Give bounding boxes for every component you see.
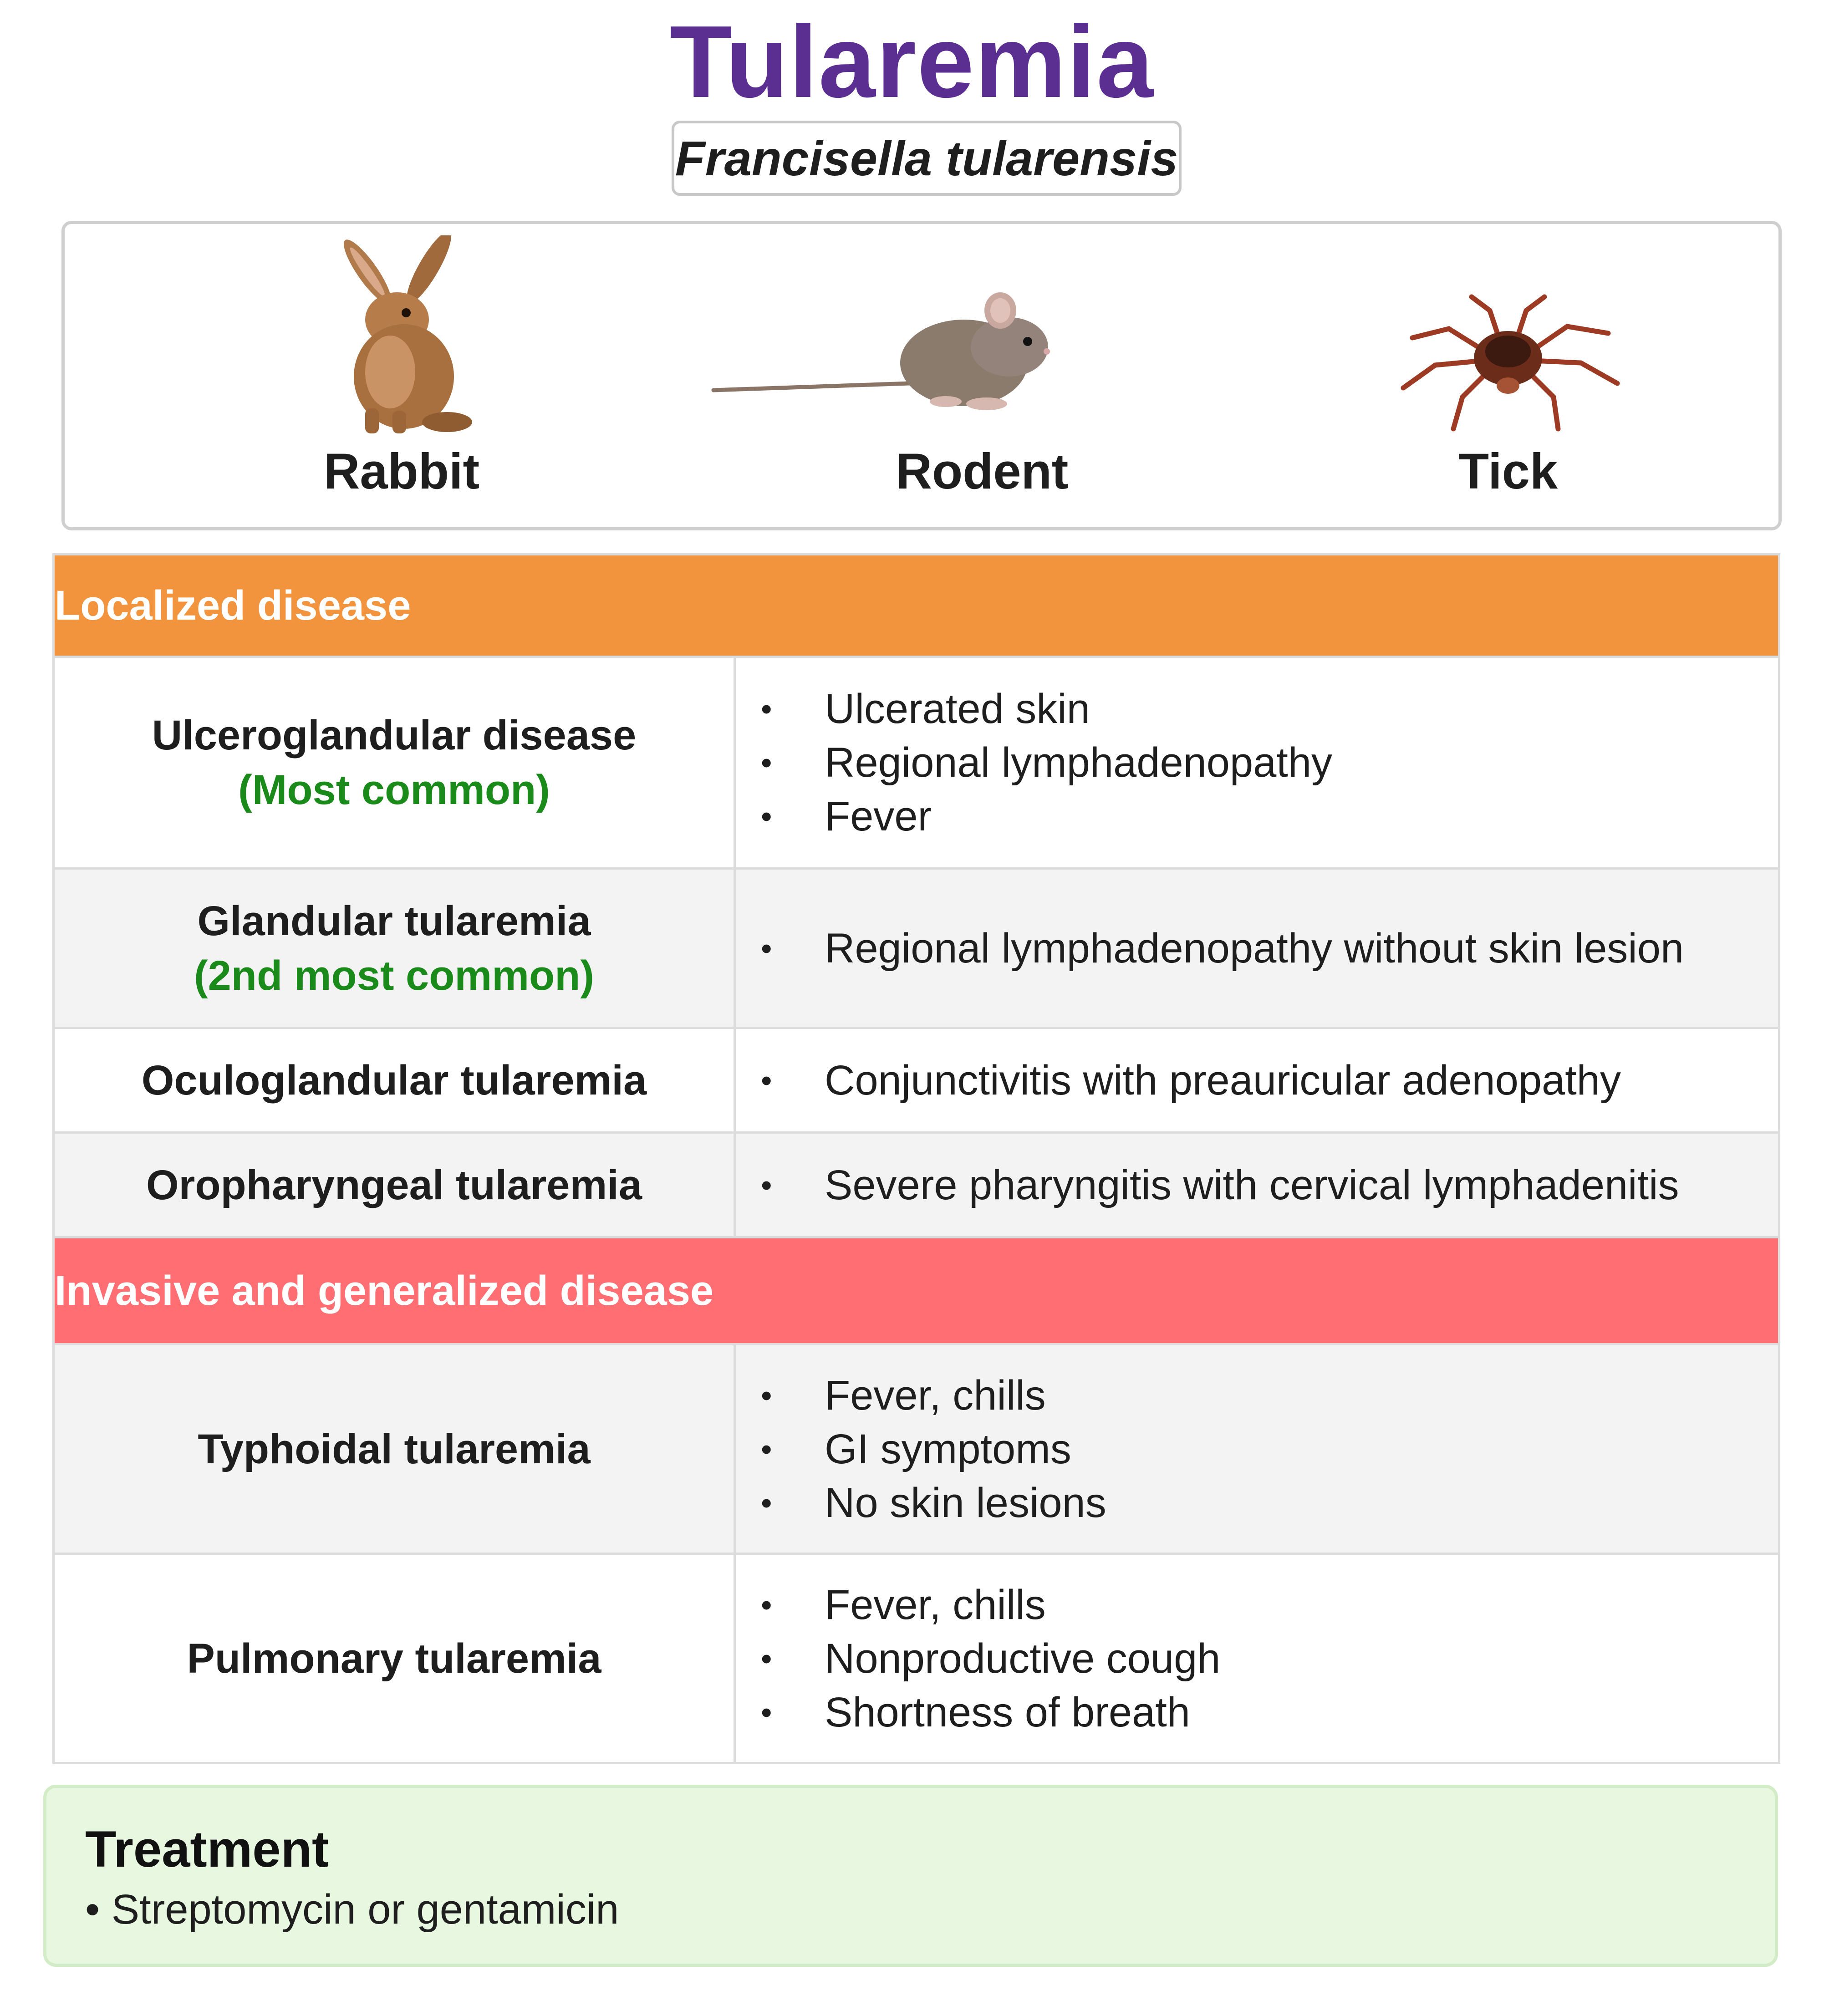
animal-label: Rodent [896,443,1069,499]
disease-name-cell: Oropharyngeal tularemia [52,1131,736,1238]
mouse-image [711,292,1050,410]
symptoms-cell: Regional lymphadenopathy without skin le… [733,867,1781,1029]
disease-name-cell: Glandular tularemia (2nd most common) [52,867,736,1029]
treatment-text: Streptomycin or gentamicin [111,1886,619,1933]
list-item: Shortness of breath [761,1685,1778,1739]
section-label: Invasive and generalized disease [52,1236,1781,1345]
disease-name: Glandular tularemia [197,897,591,944]
symptoms-cell: Conjunctivitis with preauricular adenopa… [733,1027,1781,1134]
symptoms-cell: Severe pharyngitis with cervical lymphad… [733,1131,1781,1238]
animal-rabbit: Rabbit [265,224,538,527]
treatment-item: • Streptomycin or gentamicin [85,1886,619,1933]
list-item: Regional lymphadenopathy without skin le… [761,921,1778,975]
symptom-list: Regional lymphadenopathy without skin le… [736,921,1778,975]
table-row: Glandular tularemia (2nd most common) Re… [52,867,1781,1029]
list-item: Fever, chills [761,1369,1778,1422]
symptom-list: Conjunctivitis with preauricular adenopa… [736,1054,1778,1107]
tick-image [1401,294,1620,432]
list-item: No skin lesions [761,1476,1778,1530]
disease-name: Oculoglandular tularemia [141,1057,647,1104]
symptom-list: Fever, chills GI symptoms No skin lesion… [736,1369,1778,1530]
table-row: Typhoidal tularemia Fever, chills GI sym… [52,1343,1781,1555]
table-row: Oropharyngeal tularemia Severe pharyngit… [52,1131,1781,1238]
section-label: Localized disease [52,553,1781,658]
symptoms-cell: Fever, chills GI symptoms No skin lesion… [733,1343,1781,1555]
table-row: Pulmonary tularemia Fever, chills Nonpro… [52,1553,1781,1764]
section-header-invasive: Invasive and generalized disease [52,1236,1781,1345]
animal-rodent: Rodent [711,224,1119,527]
table-row: Ulceroglandular disease (Most common) Ul… [52,656,1781,870]
animal-label: Rabbit [323,443,480,499]
disease-table: Localized disease Ulceroglandular diseas… [52,553,1781,1764]
animal-label: Tick [1458,443,1558,499]
list-item: Nonproductive cough [761,1632,1778,1685]
disease-name-cell: Typhoidal tularemia [52,1343,736,1555]
list-item: Fever, chills [761,1578,1778,1632]
list-item: GI symptoms [761,1422,1778,1476]
list-item: Conjunctivitis with preauricular adenopa… [761,1054,1778,1107]
treatment-panel: Treatment • Streptomycin or gentamicin [43,1785,1778,1967]
disease-name-cell: Oculoglandular tularemia [52,1027,736,1134]
section-header-localized: Localized disease [52,553,1781,658]
treatment-title: Treatment [85,1821,329,1878]
animal-tick: Tick [1371,224,1645,527]
list-item: Severe pharyngitis with cervical lymphad… [761,1158,1778,1212]
animal-vectors-panel: Rabbit Rodent [61,221,1782,530]
symptoms-cell: Fever, chills Nonproductive cough Shortn… [733,1553,1781,1764]
disease-name: Pulmonary tularemia [187,1635,601,1682]
list-item: Ulcerated skin [761,682,1778,736]
disease-name-cell: Pulmonary tularemia [52,1553,736,1764]
organism-name-box: Francisella tularensis [672,121,1182,196]
page-title: Tularemia [669,4,1155,119]
disease-name: Typhoidal tularemia [198,1425,591,1472]
disease-name-cell: Ulceroglandular disease (Most common) [52,656,736,870]
symptom-list: Ulcerated skin Regional lymphadenopathy … [736,682,1778,843]
rabbit-image [344,235,472,433]
disease-name: Oropharyngeal tularemia [146,1161,642,1208]
list-item: Fever [761,789,1778,843]
symptom-list: Fever, chills Nonproductive cough Shortn… [736,1578,1778,1739]
organism-name: Francisella tularensis [675,131,1178,186]
list-item: Regional lymphadenopathy [761,736,1778,789]
symptoms-cell: Ulcerated skin Regional lymphadenopathy … [733,656,1781,870]
frequency-note: (Most common) [238,767,550,813]
table-row: Oculoglandular tularemia Conjunctivitis … [52,1027,1781,1134]
frequency-note: (2nd most common) [194,952,595,999]
disease-name: Ulceroglandular disease [152,712,637,759]
symptom-list: Severe pharyngitis with cervical lymphad… [736,1158,1778,1212]
